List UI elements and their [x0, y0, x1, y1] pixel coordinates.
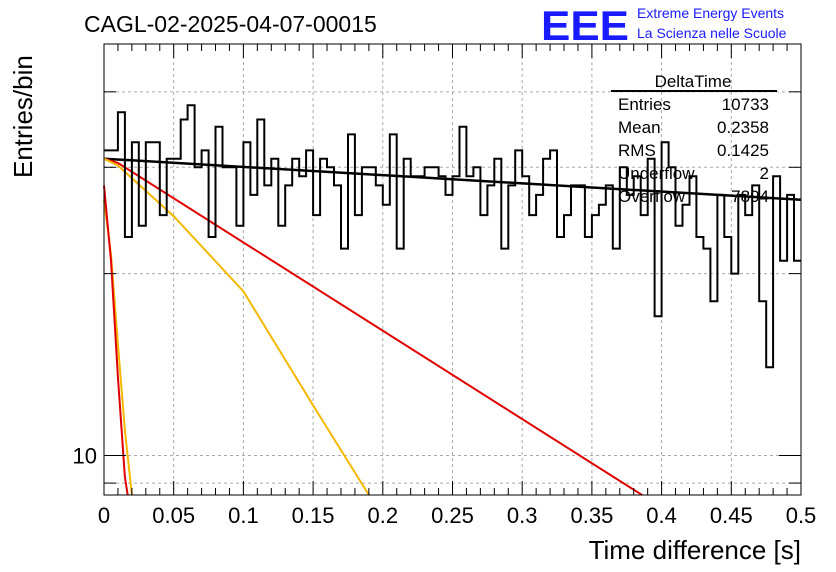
chart-title: CAGL-02-2025-04-07-00015: [84, 11, 377, 37]
x-tick-label: 0.1: [228, 503, 259, 528]
stats-value: 2: [760, 164, 769, 183]
x-tick-label: 0.4: [646, 503, 677, 528]
y-tick-label: 10: [73, 443, 97, 468]
x-tick-label: 0.5: [786, 503, 817, 528]
x-tick-label: 0.15: [292, 503, 335, 528]
stats-value: 0.1425: [717, 141, 769, 160]
eee-logo-line2: La Scienza nelle Scuole: [637, 25, 787, 41]
stats-label: Entries: [618, 95, 671, 114]
eee-logo-text: EEE: [541, 2, 629, 49]
y-tick-labels: 10: [73, 443, 97, 468]
plot-frame: [103, 43, 802, 496]
y-axis-label: Entries/bin: [8, 55, 38, 178]
eee-logo-line1: Extreme Energy Events: [637, 5, 784, 21]
stats-label: Underflow: [618, 164, 695, 183]
x-tick-label: 0.05: [152, 503, 195, 528]
fit-curve-orange-2: [103, 157, 370, 496]
stats-label: Overflow: [618, 187, 686, 206]
stats-box: DeltaTime Entries 10733 Mean 0.2358 RMS 0.142…: [611, 72, 777, 206]
x-tick-label: 0.35: [570, 503, 613, 528]
x-tick-label: 0.2: [368, 503, 399, 528]
stats-value: 0.2358: [717, 118, 769, 137]
grid-lines: [104, 44, 801, 495]
stats-value: 10733: [722, 95, 769, 114]
eee-logo: EEE Extreme Energy Events La Scienza nel…: [541, 2, 787, 49]
stats-name: DeltaTime: [655, 72, 732, 91]
fit-curve-red-4: [103, 185, 129, 496]
x-tick-labels: 0 0.05 0.1 0.15 0.2 0.25 0.3 0.35 0.4 0.45 0.5: [98, 503, 816, 528]
stats-label: RMS: [618, 141, 656, 160]
x-tick-label: 0.3: [507, 503, 538, 528]
fit-curve-orange-3: [103, 199, 133, 496]
x-tick-label: 0: [98, 503, 110, 528]
stats-value: 7894: [731, 187, 769, 206]
stats-label: Mean: [618, 118, 661, 137]
x-tick-label: 0.45: [710, 503, 753, 528]
fit-curve-red-1: [103, 157, 643, 496]
histogram-steps: [104, 104, 801, 369]
x-axis-label: Time difference [s]: [589, 535, 801, 565]
x-tick-label: 0.25: [431, 503, 474, 528]
